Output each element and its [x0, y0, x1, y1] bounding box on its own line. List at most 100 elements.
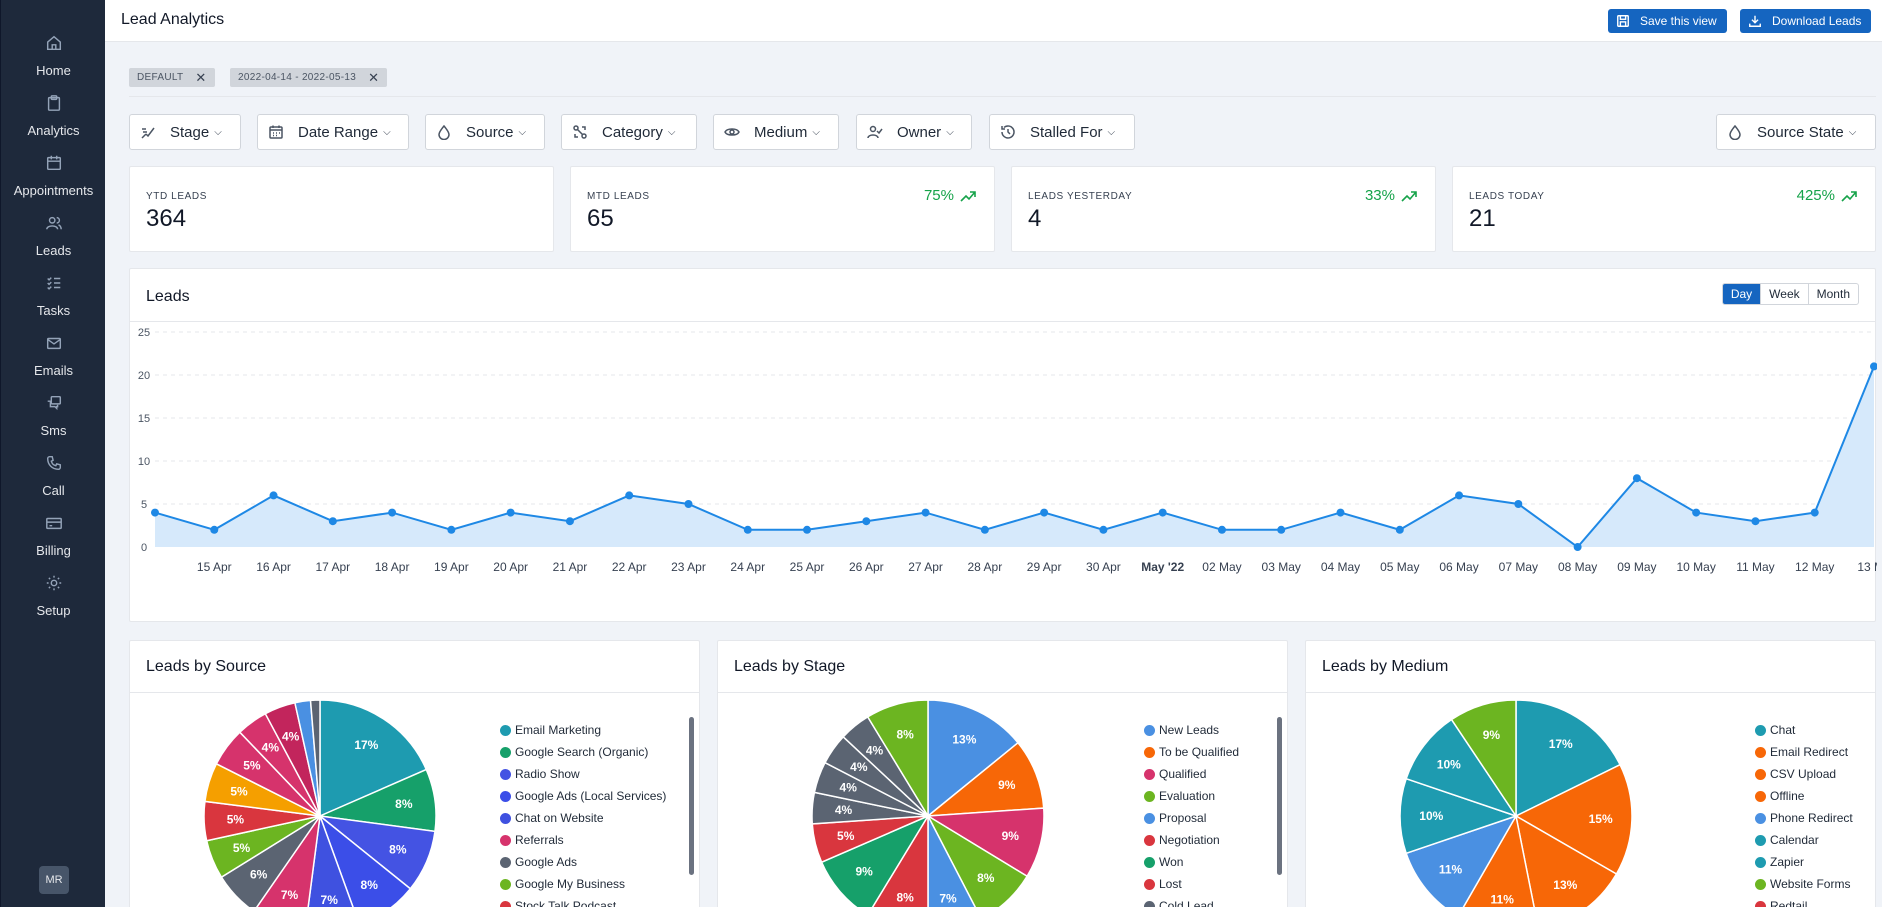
panel-divider	[130, 321, 1875, 322]
chevron-down-icon: ⌵	[383, 126, 391, 138]
leads-by-stage-pie: 13% 9% 9% 8% 7% 8% 9% 5% 4% 4% 4% 4% 8%	[811, 699, 1045, 907]
save-view-label: Save this view	[1640, 14, 1717, 28]
legend-item[interactable]: Referrals	[500, 829, 666, 851]
data-point	[1040, 508, 1049, 517]
legend-item[interactable]: Google My Business	[500, 873, 666, 895]
avatar[interactable]: MR	[39, 866, 69, 894]
legend-item[interactable]: Evaluation	[1144, 785, 1239, 807]
x-tick-label: 20 Apr	[493, 560, 528, 574]
legend-swatch	[500, 856, 511, 868]
data-point	[1217, 525, 1226, 534]
sidebar-item-appointments[interactable]: Appointments	[1, 148, 106, 208]
legend-item[interactable]: Won	[1144, 851, 1239, 873]
y-tick-label: 25	[138, 327, 150, 339]
slice-label: 8%	[977, 871, 995, 885]
droplet-icon	[1729, 124, 1741, 140]
date-range-dropdown[interactable]: Date Range ⌵	[257, 114, 409, 150]
legend-item[interactable]: Email Redirect	[1755, 741, 1853, 763]
category-dropdown[interactable]: Category ⌵	[561, 114, 697, 150]
legend-item[interactable]: Redtail	[1755, 895, 1853, 907]
x-tick-label: 24 Apr	[730, 560, 765, 574]
slice-label: 4%	[282, 730, 300, 744]
legend-item[interactable]: Radio Show	[500, 763, 666, 785]
legend-item[interactable]: Qualified	[1144, 763, 1239, 785]
legend-item[interactable]: Chat on Website	[500, 807, 666, 829]
legend-item[interactable]: To be Qualified	[1144, 741, 1239, 763]
sidebar-item-analytics[interactable]: Analytics	[1, 88, 106, 148]
y-tick-label: 15	[138, 413, 150, 425]
sidebar-item-billing[interactable]: Billing	[1, 508, 106, 568]
sidebar-item-label: Billing	[36, 543, 71, 558]
download-leads-button[interactable]: Download Leads	[1740, 9, 1872, 33]
download-leads-label: Download Leads	[1772, 14, 1862, 28]
legend-item[interactable]: Google Ads (Local Services)	[500, 785, 666, 807]
data-point	[980, 525, 989, 534]
legend-label: Offline	[1770, 789, 1805, 803]
data-point	[210, 525, 219, 534]
legend-scrollbar[interactable]	[1277, 717, 1282, 875]
data-point	[1099, 525, 1108, 534]
legend-item[interactable]: Stock Talk Podcast	[500, 895, 666, 907]
leads-by-stage-title: Leads by Stage	[734, 658, 846, 675]
legend-label: Redtail	[1770, 899, 1808, 907]
slice-label: 5%	[230, 784, 248, 798]
stage-dropdown[interactable]: Stage ⌵	[129, 114, 241, 150]
sidebar-item-emails[interactable]: Emails	[1, 328, 106, 388]
legend-item[interactable]: Proposal	[1144, 807, 1239, 829]
sidebar-item-sms[interactable]: Sms	[1, 388, 106, 448]
legend-item[interactable]: Calendar	[1755, 829, 1853, 851]
sidebar-item-leads[interactable]: Leads	[1, 208, 106, 268]
sidebar-item-setup[interactable]: Setup	[1, 568, 106, 628]
slice-label: 4%	[835, 803, 853, 817]
legend-label: Chat	[1770, 723, 1796, 737]
trend-up-icon	[1841, 190, 1857, 202]
legend-label: Proposal	[1159, 811, 1207, 825]
sidebar-item-label: Setup	[36, 603, 71, 618]
stalled-for-dropdown[interactable]: Stalled For ⌵	[989, 114, 1135, 150]
slice-label: 4%	[850, 760, 868, 774]
legend-item[interactable]: Email Marketing	[500, 719, 666, 741]
period-day-button[interactable]: Day	[1722, 284, 1761, 304]
legend-item[interactable]: Negotiation	[1144, 829, 1239, 851]
owner-dropdown[interactable]: Owner ⌵	[856, 114, 972, 150]
leads-by-stage-panel: Leads by Stage 13% 9% 9% 8% 7% 8% 9% 5% 4% 4% 4% 4%…	[717, 640, 1288, 907]
data-point	[151, 508, 159, 517]
period-month-button[interactable]: Month	[1807, 284, 1858, 304]
data-point	[1870, 362, 1877, 371]
legend-item[interactable]: Google Ads	[500, 851, 666, 873]
legend-item[interactable]: Zapier	[1755, 851, 1853, 873]
sidebar-item-tasks[interactable]: Tasks	[1, 268, 106, 328]
x-tick-label: 12 May	[1795, 560, 1834, 574]
sidebar-item-home[interactable]: Home	[1, 28, 106, 88]
save-icon	[1617, 15, 1629, 27]
legend-swatch	[1755, 878, 1766, 890]
legend-item[interactable]: Website Forms	[1755, 873, 1853, 895]
source-dropdown[interactable]: Source ⌵	[425, 114, 545, 150]
legend-item[interactable]: Offline	[1755, 785, 1853, 807]
close-icon[interactable]: ✕	[368, 69, 380, 85]
data-point	[1810, 508, 1819, 517]
source-state-dropdown[interactable]: Source State ⌵	[1716, 114, 1876, 150]
save-view-button[interactable]: Save this view	[1608, 9, 1727, 33]
stat-card-mtd: MTD LEADS 65 75%	[570, 166, 995, 252]
pie-slice	[1405, 814, 1518, 907]
legend-item[interactable]: Phone Redirect	[1755, 807, 1853, 829]
legend-item[interactable]: Lost	[1144, 873, 1239, 895]
period-week-button[interactable]: Week	[1760, 284, 1807, 304]
close-icon[interactable]: ✕	[195, 69, 207, 85]
medium-dropdown[interactable]: Medium ⌵	[713, 114, 839, 150]
legend-item[interactable]: New Leads	[1144, 719, 1239, 741]
slice-label: 9%	[998, 778, 1016, 792]
stat-label: LEADS TODAY	[1469, 191, 1545, 202]
legend-item[interactable]: Cold Lead	[1144, 895, 1239, 907]
legend-item[interactable]: CSV Upload	[1755, 763, 1853, 785]
data-point	[684, 500, 693, 508]
sidebar-item-label: Home	[36, 63, 71, 78]
slice-label: 13%	[952, 733, 976, 747]
legend-item[interactable]: Chat	[1755, 719, 1853, 741]
leads-by-medium-panel: Leads by Medium 17% 15% 13% 11% 11% 10% 10% 9% …	[1305, 640, 1876, 907]
sidebar-item-call[interactable]: Call	[1, 448, 106, 508]
legend-scrollbar[interactable]	[689, 717, 694, 875]
legend-item[interactable]: Google Search (Organic)	[500, 741, 666, 763]
x-tick-label: 21 Apr	[553, 560, 588, 574]
